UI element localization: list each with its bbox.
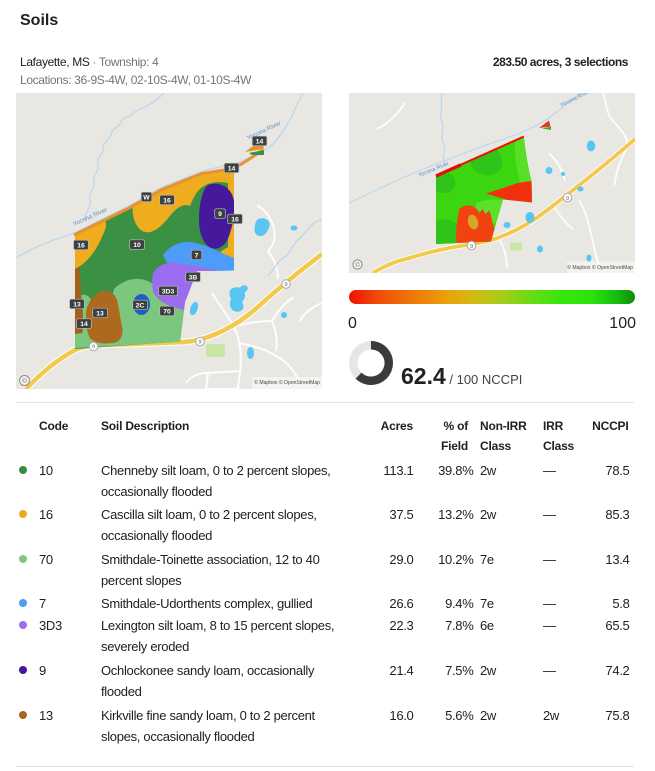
svg-text:©: ©: [355, 262, 360, 269]
svg-text:9: 9: [218, 211, 222, 218]
svg-text:70: 70: [163, 309, 171, 316]
svg-text:7: 7: [195, 253, 199, 260]
svg-text:3B: 3B: [189, 275, 198, 282]
svg-text:16: 16: [231, 217, 239, 224]
svg-text:16: 16: [163, 198, 171, 205]
svg-text:10: 10: [133, 242, 141, 249]
svg-text:14: 14: [228, 166, 236, 173]
svg-text:©: ©: [22, 377, 27, 385]
svg-text:9: 9: [198, 340, 201, 346]
svg-text:3D3: 3D3: [162, 289, 175, 296]
svg-text:© Mapbox © OpenStreetMap: © Mapbox © OpenStreetMap: [254, 379, 320, 386]
svg-text:14: 14: [256, 139, 264, 146]
svg-text:13: 13: [73, 302, 81, 309]
svg-text:9: 9: [470, 244, 473, 250]
svg-text:9: 9: [566, 196, 569, 202]
svg-text:2C: 2C: [136, 303, 145, 310]
svg-text:14: 14: [80, 321, 88, 328]
svg-text:W: W: [143, 195, 150, 202]
svg-text:16: 16: [77, 243, 85, 250]
svg-text:13: 13: [96, 311, 104, 318]
svg-text:9: 9: [92, 345, 95, 351]
svg-text:9: 9: [284, 282, 287, 288]
svg-text:© Mapbox © OpenStreetMap: © Mapbox © OpenStreetMap: [567, 264, 633, 271]
